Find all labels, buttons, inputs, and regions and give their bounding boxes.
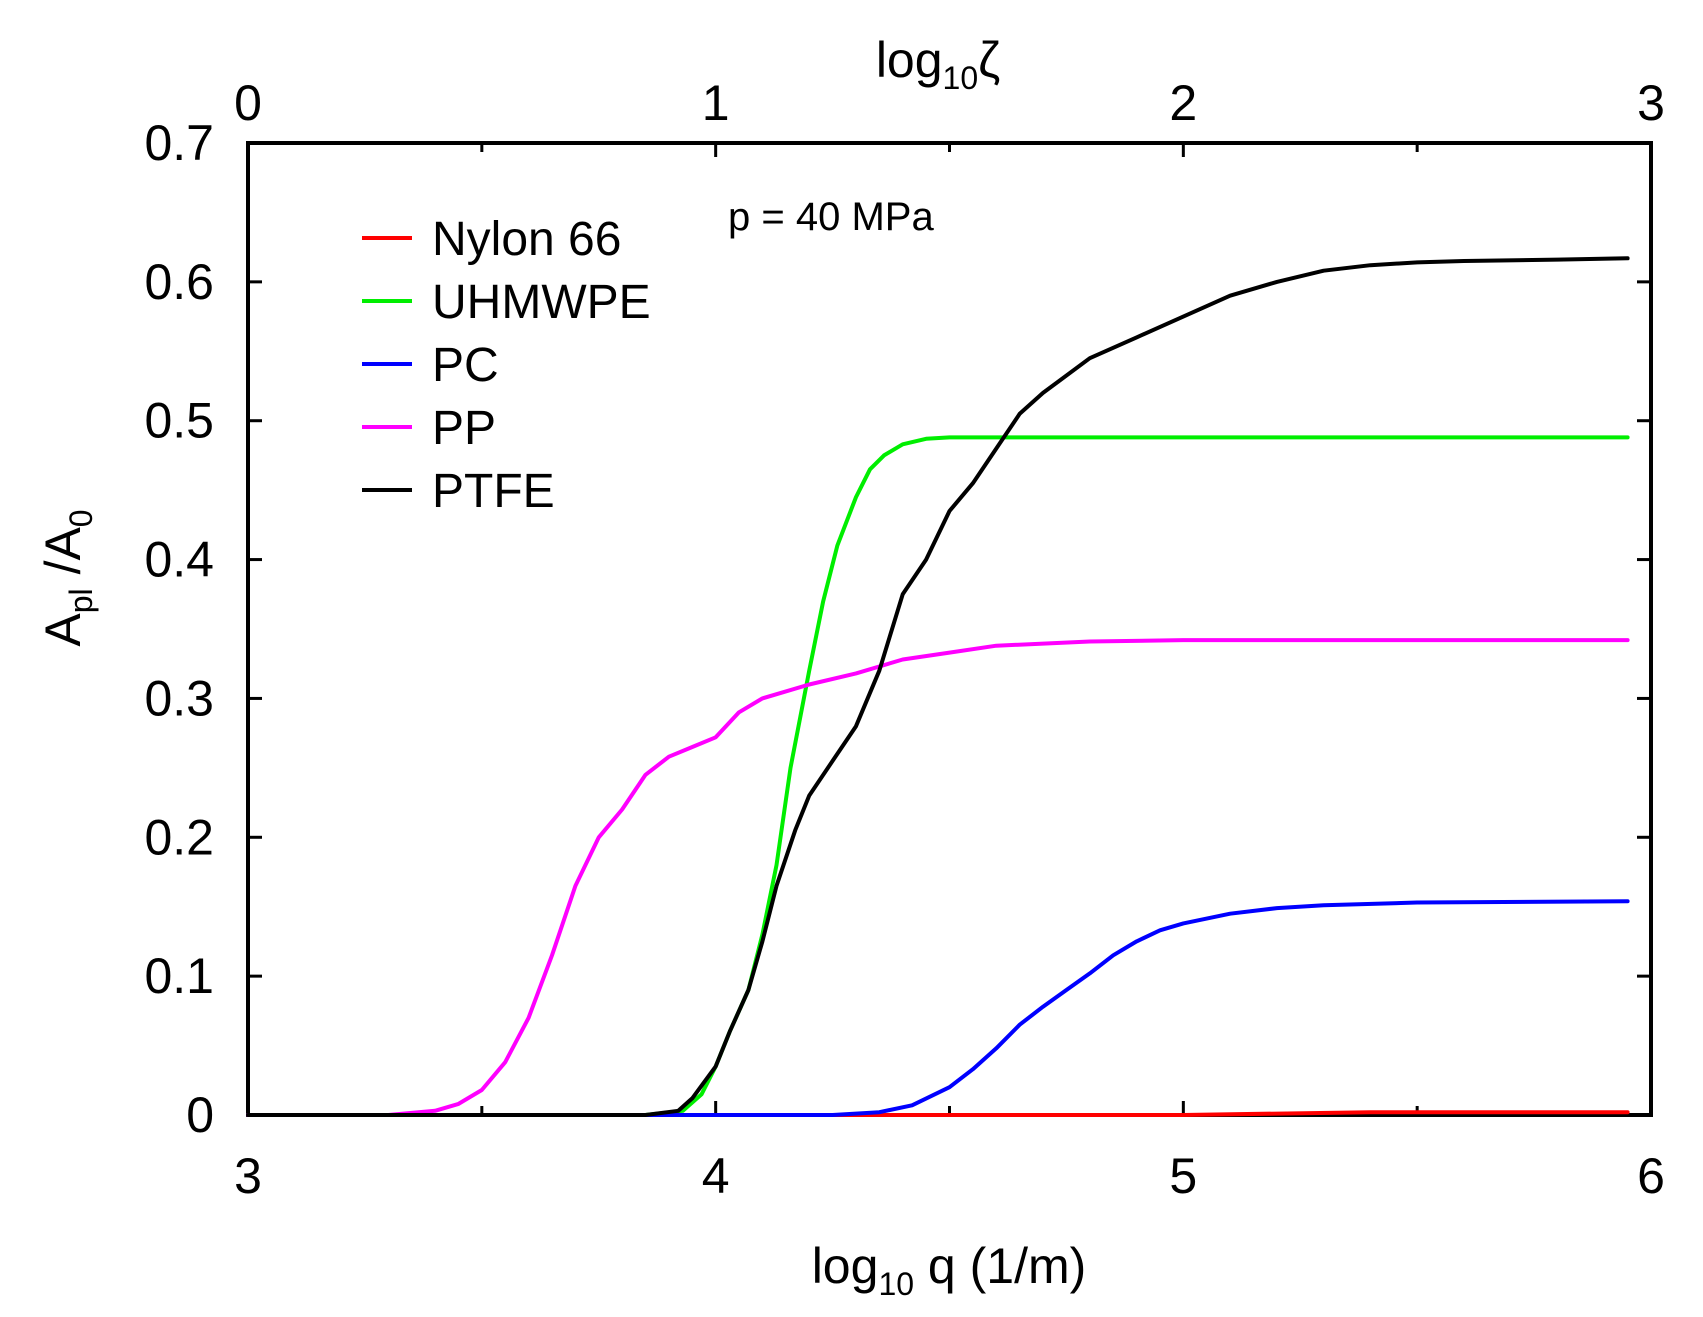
y-tick-label: 0.3 bbox=[144, 670, 214, 726]
series-line-uhmwpe bbox=[246, 435, 1630, 1117]
x-tick-label: 4 bbox=[702, 1148, 730, 1204]
y-tick-label: 0.2 bbox=[144, 809, 214, 865]
legend: Nylon 66 UHMWPE PC PP PTFE bbox=[362, 213, 651, 518]
top-x-tick-label: 1 bbox=[702, 75, 730, 131]
top-x-tick-label: 0 bbox=[234, 75, 262, 131]
x-axis-title: log10 q (1/m) bbox=[812, 1238, 1087, 1302]
top-x-tick-label: 2 bbox=[1169, 75, 1197, 131]
top-x-axis-title: log10ζ bbox=[876, 32, 1000, 96]
legend-label: PTFE bbox=[432, 465, 555, 518]
legend-label: UHMWPE bbox=[432, 276, 651, 329]
x-tick-label: 3 bbox=[234, 1148, 262, 1204]
legend-label: Nylon 66 bbox=[432, 213, 621, 266]
y-tick-label: 0.7 bbox=[144, 115, 214, 171]
series-line-ptfe bbox=[246, 256, 1630, 1117]
tick-labels-group: 3 4 5 60 1 2 300.10.20.30.40.50.60.7 bbox=[144, 75, 1664, 1204]
y-tick-label: 0.4 bbox=[144, 532, 214, 588]
x-tick-label: 5 bbox=[1169, 1148, 1197, 1204]
series-group bbox=[246, 256, 1630, 1117]
y-axis-title: Apl /A0 bbox=[35, 509, 99, 646]
y-tick-label: 0 bbox=[186, 1087, 214, 1143]
y-tick-label: 0.5 bbox=[144, 393, 214, 449]
y-tick-label: 0.6 bbox=[144, 254, 214, 310]
legend-label: PC bbox=[432, 339, 499, 392]
pressure-annotation: p = 40 MPa bbox=[728, 195, 934, 239]
series-line-pc bbox=[246, 899, 1630, 1117]
legend-label: PP bbox=[432, 402, 496, 455]
series-line-pp bbox=[246, 638, 1630, 1117]
y-tick-label: 0.1 bbox=[144, 948, 214, 1004]
x-tick-label: 6 bbox=[1637, 1148, 1665, 1204]
top-x-tick-label: 3 bbox=[1637, 75, 1665, 131]
